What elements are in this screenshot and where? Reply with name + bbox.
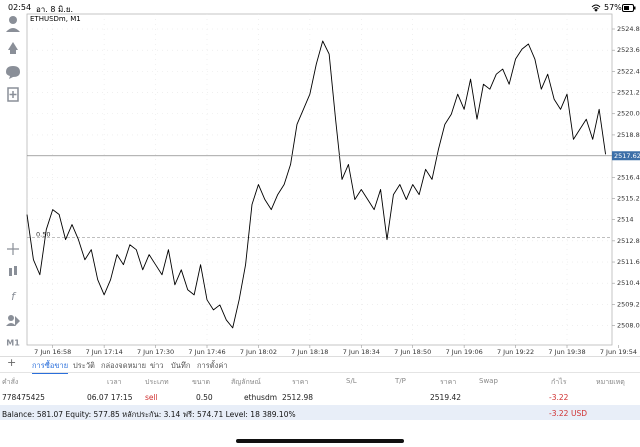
column-header: คำสั่ง <box>2 378 19 386</box>
column-header: ประเภท <box>145 378 169 386</box>
y-tick-label: 2522.40 <box>617 67 640 75</box>
current-price-label: 2517.62 <box>614 152 640 160</box>
tab[interactable]: การตั้งค่า <box>197 361 228 370</box>
divider <box>0 372 640 373</box>
column-header: กำไร <box>551 378 567 386</box>
column-header: Swap <box>479 377 498 385</box>
wifi-icon <box>591 4 601 12</box>
x-tick-label: 7 Jun 18:18 <box>291 348 328 356</box>
candles-icon[interactable] <box>9 268 12 276</box>
y-tick-label: 2512.80 <box>617 237 640 245</box>
y-tick-label: 2514 <box>617 216 634 224</box>
plot-frame <box>26 13 613 346</box>
chat-icon[interactable] <box>6 66 20 79</box>
crosshair-icon[interactable] <box>7 243 19 255</box>
current-price-box <box>612 151 640 161</box>
toolbar: f <box>6 16 20 326</box>
status-date: อา. 8 มิ.ย. <box>36 5 74 14</box>
y-tick-label: 2509.20 <box>617 300 640 308</box>
order-type: sell <box>145 393 158 402</box>
x-tick-label: 7 Jun 17:46 <box>188 348 225 356</box>
add-indicator-plus <box>9 91 17 98</box>
x-tick-label: 7 Jun 19:54 <box>600 348 637 356</box>
account-icon-body <box>6 28 20 32</box>
objects-icon[interactable] <box>8 315 14 321</box>
y-tick-label: 2510.40 <box>617 279 640 287</box>
column-header: ราคา <box>292 378 309 386</box>
y-tick-label: 2521.20 <box>617 89 640 97</box>
currency: USD <box>571 409 588 418</box>
home-indicator <box>236 439 404 443</box>
tab[interactable]: ข่าว <box>150 361 164 370</box>
tab[interactable]: กล่องจดหมาย <box>101 361 147 370</box>
battery-level: 57% <box>604 3 622 12</box>
column-header: สัญลักษณ์ <box>231 378 261 386</box>
order-price: 2519.42 <box>430 393 462 402</box>
order-volume: 0.50 <box>196 393 213 402</box>
y-tick-label: 2516.40 <box>617 173 640 181</box>
column-header: หมายเหตุ <box>596 378 625 386</box>
y-tick-label: 2515.20 <box>617 194 640 202</box>
chart: f M1 ETHUSDm, M1 2508.00 2509.20 2510.40 25… <box>6 13 640 356</box>
y-tick-label: 2523.60 <box>617 46 640 54</box>
y-tick-label: 2518.80 <box>617 131 640 139</box>
x-tick-label: 7 Jun 18:02 <box>240 348 277 356</box>
column-header: ขนาด <box>192 378 211 386</box>
order-time: 06.07 17:15 <box>87 393 133 402</box>
price-line <box>26 40 607 329</box>
trade-icon[interactable] <box>8 42 18 54</box>
x-tick-label: 7 Jun 19:22 <box>497 348 534 356</box>
order-open-price: 2512.98 <box>282 393 314 402</box>
function-icon[interactable]: f <box>11 290 17 303</box>
x-tick-label: 7 Jun 17:14 <box>86 348 123 356</box>
candles-icon-2 <box>14 266 17 275</box>
balance-summary: Balance: 581.07 Equity: 577.85 หลักประกั… <box>2 410 296 419</box>
total-profit: -3.22 <box>549 409 569 418</box>
order-symbol: ethusdm <box>244 393 278 402</box>
y-tick-label: 2520.00 <box>617 110 640 118</box>
column-header: S/L <box>346 377 357 385</box>
add-indicator-icon[interactable] <box>7 87 19 102</box>
x-tick-label: 7 Jun 18:34 <box>343 348 380 356</box>
order-id[interactable]: 778475425 <box>2 393 45 402</box>
x-tick-label: 7 Jun 19:06 <box>446 348 483 356</box>
add-button[interactable]: + <box>7 356 17 369</box>
column-header: เวลา <box>107 378 122 386</box>
tab[interactable]: บันทึก <box>171 361 191 370</box>
y-tick-label: 2511.60 <box>617 258 640 266</box>
battery-icon <box>622 4 636 12</box>
objects-icon-2 <box>6 316 20 326</box>
tab[interactable]: ประวัติ <box>73 361 95 370</box>
chart-title: ETHUSDm, M1 <box>30 15 81 23</box>
column-header: ราคา <box>440 378 457 386</box>
x-tick-label: 7 Jun 16:58 <box>34 348 71 356</box>
y-tick-label: 2508.00 <box>617 322 640 330</box>
account-icon[interactable] <box>9 16 17 24</box>
order-profit: -3.22 <box>549 393 569 402</box>
balance-bar <box>0 405 640 420</box>
status-time: 02:54 <box>8 3 32 12</box>
y-tick-label: 2524.80 <box>617 25 640 33</box>
x-tick-label: 7 Jun 18:50 <box>394 348 431 356</box>
tab[interactable]: การซื้อขาย <box>32 360 69 374</box>
timeframe-button[interactable]: M1 <box>6 339 20 348</box>
order-volume-label: 0.50 <box>36 231 50 239</box>
column-header: T/P <box>395 377 406 385</box>
x-tick-label: 7 Jun 17:30 <box>137 348 174 356</box>
x-tick-label: 7 Jun 19:38 <box>548 348 585 356</box>
divider <box>0 356 640 357</box>
